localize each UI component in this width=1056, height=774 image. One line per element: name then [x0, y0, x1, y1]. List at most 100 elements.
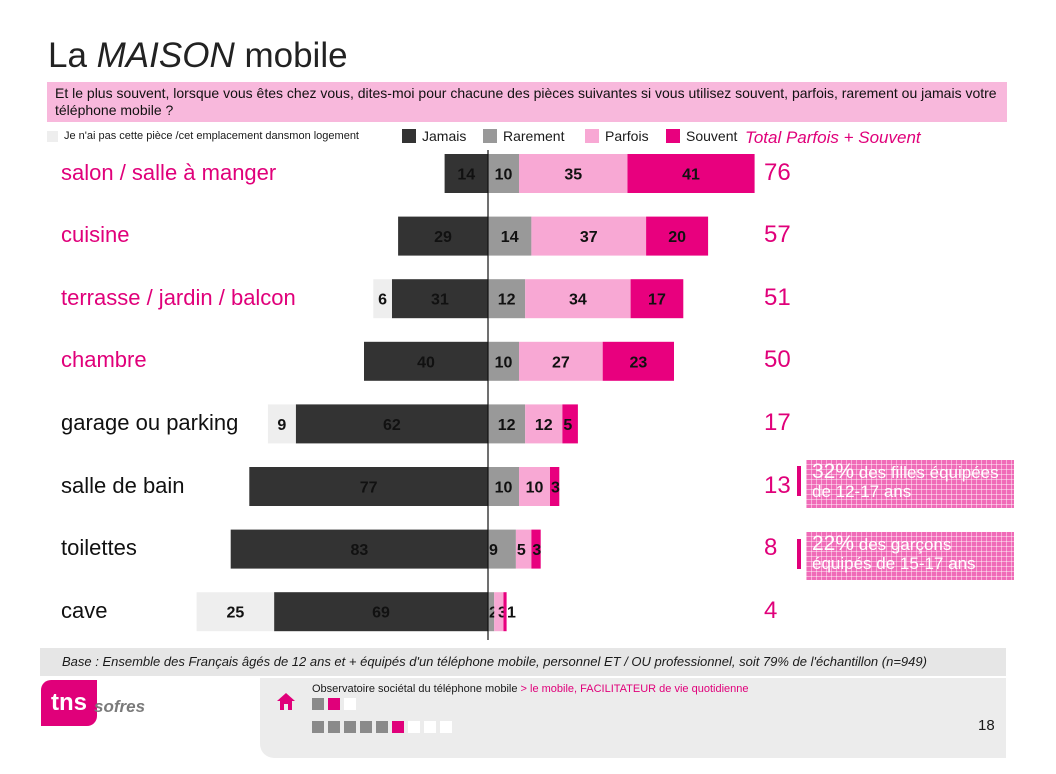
bar-label-jamais: 14 — [457, 167, 475, 184]
total-value: 51 — [764, 283, 791, 311]
bar-label-parfois: 10 — [526, 480, 544, 497]
legend-swatch-souvent — [666, 129, 680, 143]
bar-parfois — [525, 404, 563, 444]
total-value: 57 — [764, 221, 791, 249]
legend-label-parfois: Parfois — [605, 128, 649, 144]
sofres-logo-text: sofres — [94, 697, 146, 716]
footer-panel — [260, 678, 1006, 758]
category-label: toilettes — [61, 535, 137, 561]
bar-label-jamais: 40 — [417, 354, 435, 371]
bar-label-rarement: 12 — [498, 417, 516, 434]
note-girls-pct: 32% — [812, 460, 855, 483]
bar-rarement — [488, 341, 519, 381]
legend-total-label: Total Parfois + Souvent — [745, 128, 921, 147]
tns-logo: tns — [41, 680, 97, 726]
bar-label-souvent: 3 — [532, 542, 541, 559]
bar-souvent — [630, 279, 684, 319]
legend-swatch-parfois — [585, 129, 599, 143]
nav-square[interactable] — [328, 721, 340, 733]
nav-square[interactable] — [312, 721, 324, 733]
bar-label-jamais: 77 — [360, 480, 378, 497]
legend-item-parfois: Parfois — [585, 127, 649, 145]
note-marker — [797, 466, 801, 496]
category-label: cave — [61, 597, 108, 623]
total-value: 17 — [764, 408, 791, 436]
category-label: terrasse / jardin / balcon — [61, 284, 296, 310]
bar-label-rarement: 9 — [489, 542, 498, 559]
total-value: 4 — [764, 596, 778, 624]
bar-jamais — [364, 341, 488, 381]
bar-rarement — [488, 279, 526, 319]
total-value: 76 — [764, 158, 791, 186]
nav-square[interactable] — [408, 721, 420, 733]
bar-parfois — [531, 216, 647, 256]
bar-souvent — [627, 154, 755, 193]
nav-square[interactable] — [440, 721, 452, 733]
bar-rarement — [488, 216, 532, 256]
bar-label-parfois: 3 — [498, 605, 507, 622]
legend-label-jamais: Jamais — [422, 128, 467, 144]
bar-parfois — [525, 279, 631, 319]
legend-label-no-room: Je n'ai pas cette pièce /cet emplacement… — [64, 130, 359, 142]
bar-label-parfois: 34 — [569, 292, 587, 309]
legend-label-souvent: Souvent — [686, 128, 738, 144]
legend-swatch-rarement — [483, 129, 497, 143]
nav-square[interactable] — [312, 698, 324, 710]
bar-parfois — [519, 154, 628, 193]
bar-label-no-room: 6 — [378, 292, 387, 309]
bar-label-souvent: 1 — [507, 605, 516, 622]
nav-square[interactable] — [424, 721, 436, 733]
base-note: Base : Ensemble des Français âgés de 12 … — [40, 648, 1006, 676]
home-icon[interactable] — [276, 692, 296, 712]
bar-souvent — [562, 404, 578, 444]
bar-label-parfois: 35 — [564, 167, 582, 184]
bar-parfois — [519, 341, 603, 381]
bar-jamais — [230, 529, 488, 569]
bar-jamais — [274, 592, 488, 632]
note-boys-pct: 22% — [812, 532, 855, 555]
note-girls-text2: de 12-17 ans — [812, 482, 912, 501]
total-value: 8 — [764, 534, 778, 562]
bar-label-rarement: 14 — [501, 229, 519, 246]
category-label: salle de bain — [61, 472, 185, 498]
bar-label-rarement: 10 — [495, 480, 513, 497]
bar-label-no-room: 25 — [226, 605, 244, 622]
note-marker — [797, 539, 801, 569]
nav-square[interactable] — [344, 721, 356, 733]
legend-item-rarement: Rarement — [483, 127, 564, 145]
bar-rarement — [488, 529, 516, 569]
total-value: 50 — [764, 346, 791, 374]
bar-jamais — [444, 154, 488, 193]
footer-section: > le mobile, FACILITATEUR de vie quotidi… — [517, 683, 749, 695]
bar-no-room — [196, 592, 275, 632]
bar-souvent — [550, 467, 560, 506]
legend-item-no-room: Je n'ai pas cette pièce /cet emplacement… — [47, 127, 359, 145]
bar-label-parfois: 5 — [517, 542, 526, 559]
note-boys-text2: équipés de 15-17 ans — [812, 554, 976, 573]
nav-square-active[interactable] — [392, 721, 404, 733]
legend-label-rarement: Rarement — [503, 128, 565, 144]
bar-rarement — [488, 592, 495, 632]
nav-square[interactable] — [360, 721, 372, 733]
bar-jamais — [391, 279, 488, 319]
bar-label-jamais: 69 — [372, 605, 390, 622]
note-girls-text1: des filles équipées — [854, 463, 999, 482]
page-number: 18 — [978, 717, 995, 734]
footer-breadcrumb: Observatoire sociétal du téléphone mobil… — [312, 683, 748, 695]
category-label: garage ou parking — [61, 409, 239, 435]
bar-souvent — [646, 216, 709, 256]
bar-jamais — [398, 216, 488, 256]
nav-square[interactable] — [344, 698, 356, 710]
bar-rarement — [488, 467, 519, 506]
legend-item-jamais: Jamais — [402, 127, 466, 145]
bar-rarement — [488, 404, 526, 444]
bar-label-jamais: 29 — [434, 229, 452, 246]
bar-no-room — [267, 404, 296, 444]
bar-label-souvent: 17 — [648, 292, 666, 309]
nav-square[interactable] — [376, 721, 388, 733]
note-box-girls: 32% des filles équipées de 12-17 ans — [806, 460, 1014, 508]
bar-label-rarement: 2 — [489, 605, 498, 622]
nav-square-active[interactable] — [328, 698, 340, 710]
bar-label-parfois: 37 — [580, 229, 598, 246]
